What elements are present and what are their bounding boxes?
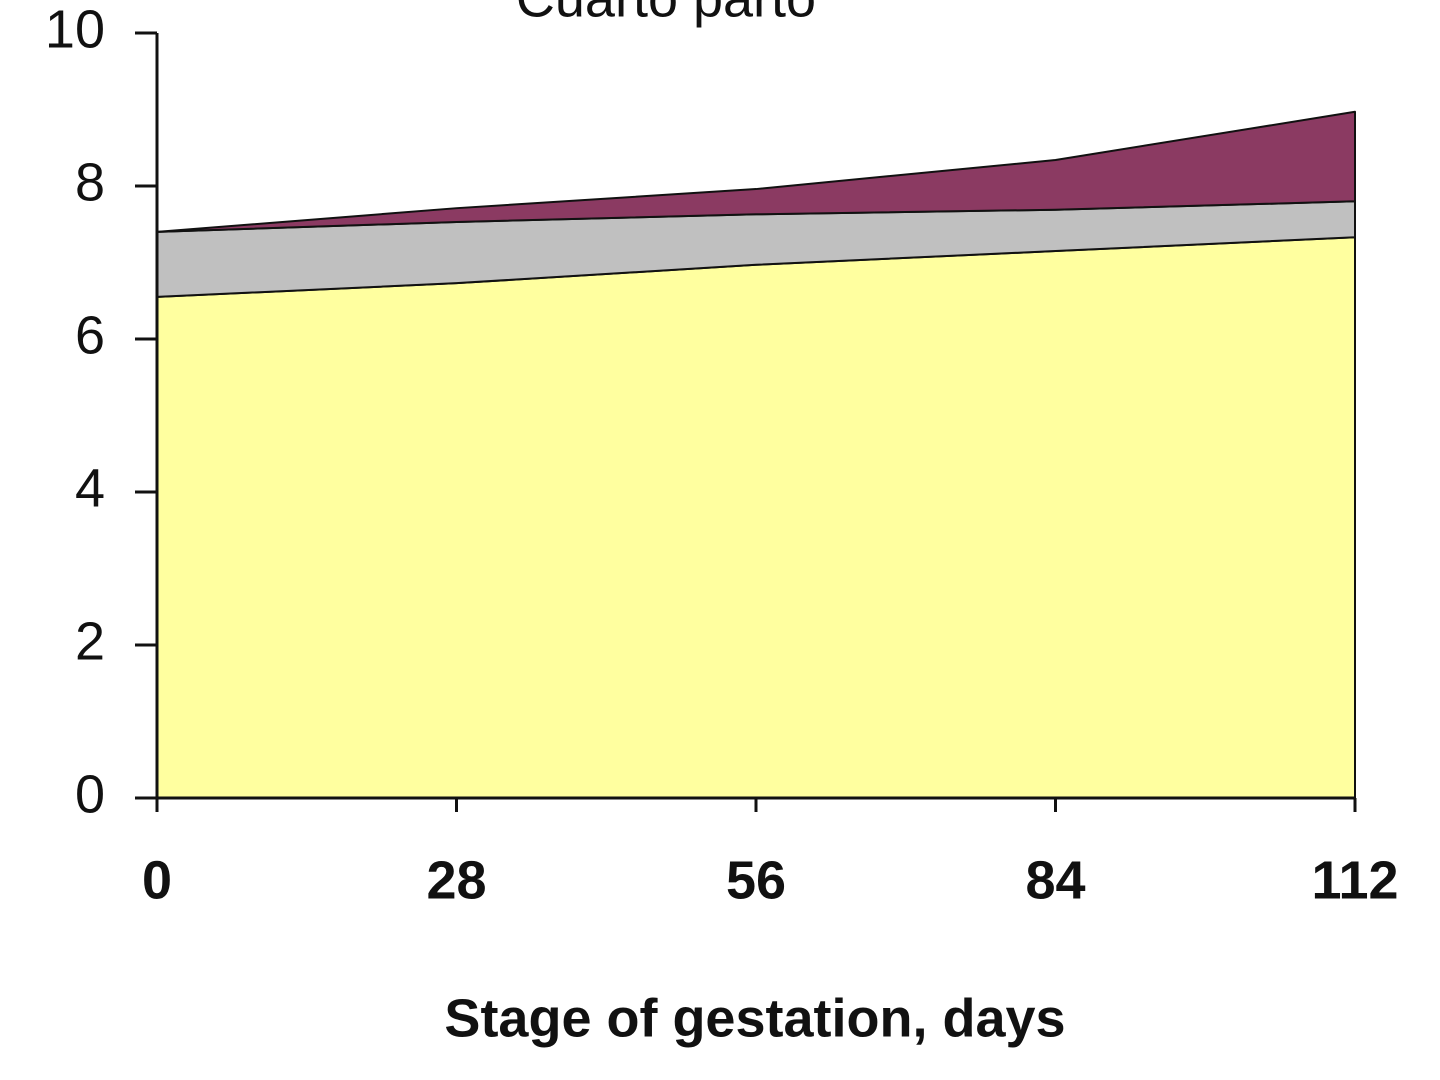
y-tick-label: 10 xyxy=(45,0,105,59)
x-tick-label: 0 xyxy=(142,850,172,910)
x-tick-label: 84 xyxy=(1025,850,1085,910)
x-tick-label: 56 xyxy=(726,850,786,910)
y-tick-label: 0 xyxy=(75,764,105,824)
x-tick-label: 28 xyxy=(426,850,486,910)
chart-title: Cuarto parto xyxy=(516,0,816,28)
x-axis-label: Stage of gestation, days xyxy=(444,988,1065,1048)
x-tick-label: 112 xyxy=(1311,850,1398,910)
y-tick-label: 6 xyxy=(75,305,105,365)
area xyxy=(156,110,1356,233)
y-tick-label: 4 xyxy=(75,458,105,518)
y-tick-label: 8 xyxy=(75,152,105,212)
area xyxy=(156,236,1356,799)
y-tick-label: 2 xyxy=(75,611,105,671)
